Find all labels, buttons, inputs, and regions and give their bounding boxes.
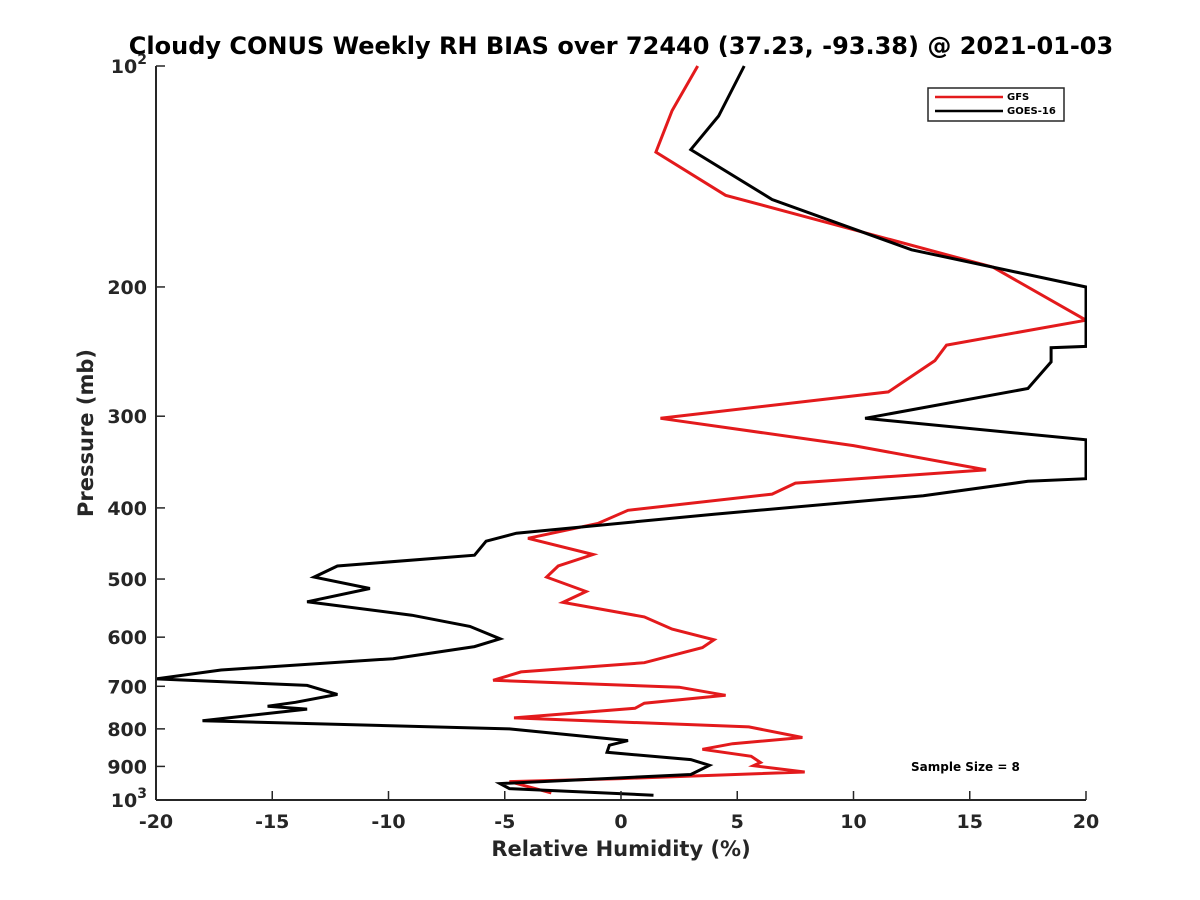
x-tick-label: 5 — [731, 811, 744, 833]
x-axis-label: Relative Humidity (%) — [491, 837, 750, 861]
x-tick-label: -5 — [494, 811, 515, 833]
y-tick-label: 500 — [107, 569, 147, 591]
y-tick-label: 400 — [107, 498, 147, 520]
y-tick-label: 700 — [107, 676, 147, 698]
x-tick-label: 10 — [840, 811, 866, 833]
legend-label-goes-16: GOES-16 — [1007, 106, 1056, 117]
legend-label-gfs: GFS — [1007, 92, 1029, 103]
chart-title: Cloudy CONUS Weekly RH BIAS over 72440 (… — [129, 32, 1113, 60]
y-tick-label: 300 — [107, 406, 147, 428]
x-tick-label: 0 — [614, 811, 627, 833]
y-axis-line — [155, 66, 157, 800]
series-line-goes-16 — [156, 65, 1087, 797]
x-tick-label: -10 — [371, 811, 405, 833]
x-tick-label: 20 — [1073, 811, 1099, 833]
legend: GFS GOES-16 — [927, 87, 1065, 122]
y-tick-label: 800 — [107, 719, 147, 741]
y-tick-label: 102 — [111, 52, 147, 78]
y-axis-ticks: 102 200 300 400 500 600 700 800 900 103 — [107, 52, 165, 812]
sample-size-annotation: Sample Size = 8 — [911, 760, 1020, 774]
y-tick-label: 103 — [111, 786, 147, 812]
y-axis-label: Pressure (mb) — [74, 349, 98, 517]
x-axis-ticks: -20 -15 -10 -5 0 5 10 15 20 — [139, 791, 1099, 833]
x-tick-label: -15 — [255, 811, 289, 833]
y-tick-label: 200 — [107, 277, 147, 299]
y-tick-label: 900 — [107, 756, 147, 778]
series-line-gfs — [492, 65, 1087, 795]
legend-box — [927, 87, 1065, 122]
y-tick-label: 600 — [107, 627, 147, 649]
x-tick-label: 15 — [957, 811, 983, 833]
plot-area — [156, 65, 1087, 797]
x-tick-label: -20 — [139, 811, 173, 833]
